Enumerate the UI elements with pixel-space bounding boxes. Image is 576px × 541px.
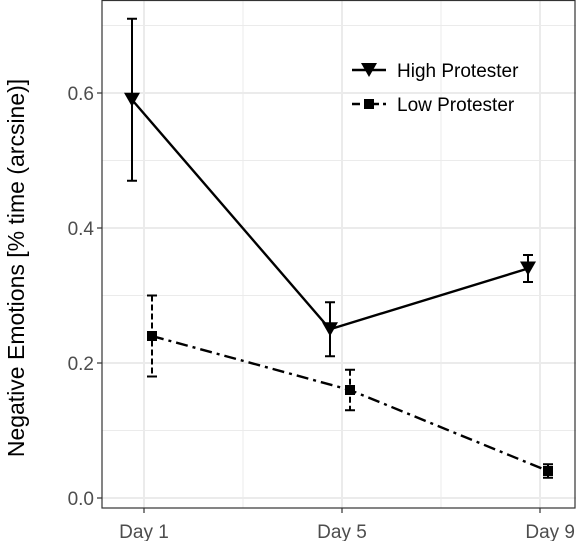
legend-marker-triangle — [361, 63, 377, 77]
legend-label: High Protester — [397, 61, 519, 82]
y-tick-label: 0.4 — [68, 219, 95, 240]
tick-labels: 0.0 0.2 0.4 0.6 Day 1 Day 5 Day 9 — [68, 84, 575, 541]
legend-marker-square — [364, 99, 374, 109]
y-axis-title: Negative Emotions [% time (arcsine)] — [3, 79, 29, 457]
data-point-high-protester — [124, 92, 140, 107]
y-tick-label: 0.2 — [68, 354, 94, 375]
error-bars — [127, 17, 553, 479]
legend-entry: Low Protester — [352, 95, 515, 116]
data-point-high-protester — [520, 261, 536, 276]
legend: High Protester Low Protester — [352, 61, 519, 116]
legend-entry: High Protester — [352, 61, 519, 82]
x-tick-label: Day 5 — [317, 522, 367, 541]
panel-border — [101, 0, 576, 509]
data-point-low-protester — [345, 385, 355, 395]
axis-frame — [101, 0, 576, 509]
grid-lines — [102, 0, 576, 508]
data-point-high-protester — [322, 322, 338, 337]
x-tick-label: Day 9 — [525, 522, 575, 541]
series-line-high-protester — [131, 98, 529, 331]
data-point-low-protester — [147, 331, 157, 341]
series-line-low-protester — [151, 334, 549, 473]
legend-label: Low Protester — [397, 95, 515, 116]
y-tick-label: 0.0 — [68, 489, 94, 510]
series-lines — [131, 98, 549, 473]
data-point-low-protester — [543, 466, 553, 476]
y-tick-label: 0.6 — [68, 84, 94, 105]
data-points — [124, 92, 553, 476]
x-tick-label: Day 1 — [119, 522, 169, 541]
